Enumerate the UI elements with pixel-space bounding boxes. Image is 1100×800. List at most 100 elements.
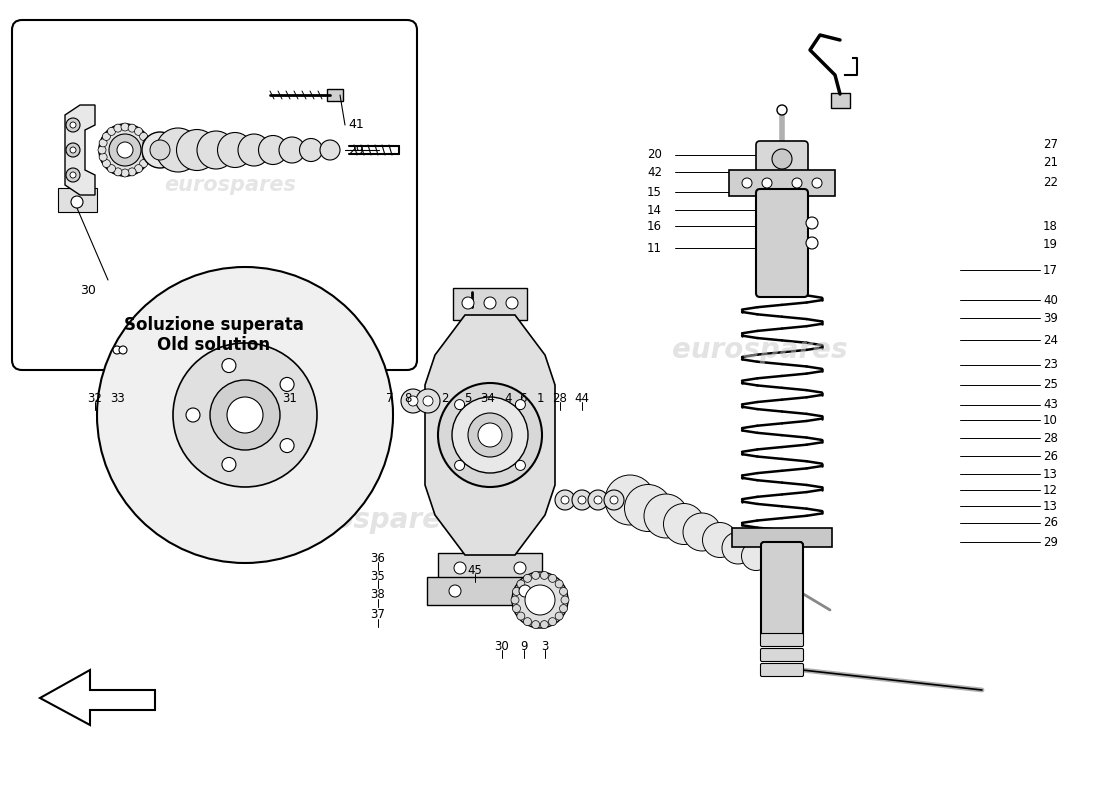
Circle shape — [561, 596, 569, 604]
Circle shape — [454, 562, 466, 574]
FancyBboxPatch shape — [427, 577, 553, 605]
Circle shape — [512, 572, 568, 628]
Circle shape — [140, 159, 147, 167]
Text: 10: 10 — [1043, 414, 1058, 426]
Circle shape — [560, 605, 568, 613]
Circle shape — [173, 343, 317, 487]
Text: 24: 24 — [1043, 334, 1058, 346]
Text: 14: 14 — [647, 203, 662, 217]
Text: 5: 5 — [464, 391, 472, 405]
Circle shape — [66, 168, 80, 182]
Text: 29: 29 — [1043, 535, 1058, 549]
Circle shape — [556, 612, 563, 620]
Circle shape — [102, 159, 110, 167]
Circle shape — [134, 127, 143, 135]
Circle shape — [114, 124, 122, 132]
Text: 35: 35 — [371, 570, 385, 582]
Text: 26: 26 — [1043, 450, 1058, 462]
Circle shape — [531, 571, 540, 579]
Text: 31: 31 — [283, 391, 297, 405]
Circle shape — [663, 503, 704, 545]
Circle shape — [556, 580, 563, 588]
Circle shape — [449, 585, 461, 597]
Circle shape — [806, 237, 818, 249]
Circle shape — [176, 130, 218, 170]
Circle shape — [238, 134, 270, 166]
Circle shape — [517, 580, 525, 588]
Circle shape — [513, 605, 520, 613]
Circle shape — [121, 169, 129, 177]
Text: 30: 30 — [80, 283, 96, 297]
Circle shape — [108, 165, 115, 173]
Text: Soluzione superata: Soluzione superata — [124, 316, 304, 334]
FancyBboxPatch shape — [830, 93, 849, 107]
Circle shape — [143, 139, 151, 147]
Circle shape — [519, 585, 531, 597]
Circle shape — [218, 133, 253, 167]
Circle shape — [742, 178, 752, 188]
Text: 32: 32 — [88, 391, 102, 405]
Text: 45: 45 — [468, 563, 483, 577]
Text: 34: 34 — [481, 391, 495, 405]
Circle shape — [610, 496, 618, 504]
Text: 44: 44 — [574, 391, 590, 405]
Text: 28: 28 — [1043, 431, 1058, 445]
Circle shape — [99, 139, 107, 147]
Text: eurospares: eurospares — [164, 175, 296, 195]
Circle shape — [722, 532, 754, 564]
Text: 16: 16 — [647, 219, 662, 233]
FancyBboxPatch shape — [760, 663, 803, 677]
Text: 29: 29 — [348, 143, 364, 157]
Text: 1: 1 — [537, 391, 543, 405]
Circle shape — [416, 389, 440, 413]
Circle shape — [113, 346, 121, 354]
Circle shape — [408, 396, 418, 406]
Text: eurospares: eurospares — [283, 506, 458, 534]
Polygon shape — [40, 670, 155, 725]
Circle shape — [468, 413, 512, 457]
Circle shape — [452, 397, 528, 473]
Text: 39: 39 — [1043, 311, 1058, 325]
Circle shape — [70, 147, 76, 153]
FancyBboxPatch shape — [732, 528, 832, 547]
Circle shape — [462, 297, 474, 309]
Circle shape — [484, 297, 496, 309]
Text: 17: 17 — [1043, 263, 1058, 277]
Circle shape — [150, 140, 170, 160]
Circle shape — [117, 142, 133, 158]
Circle shape — [531, 621, 540, 629]
Circle shape — [114, 168, 122, 176]
Circle shape — [279, 137, 305, 163]
Text: 13: 13 — [1043, 499, 1058, 513]
Text: 23: 23 — [1043, 358, 1058, 371]
Text: 25: 25 — [1043, 378, 1058, 391]
FancyBboxPatch shape — [760, 634, 803, 646]
Circle shape — [605, 475, 654, 525]
Circle shape — [761, 551, 786, 577]
Circle shape — [506, 297, 518, 309]
Text: 33: 33 — [111, 391, 125, 405]
FancyBboxPatch shape — [12, 20, 417, 370]
FancyBboxPatch shape — [760, 649, 803, 662]
Circle shape — [561, 496, 569, 504]
Circle shape — [109, 134, 141, 166]
Polygon shape — [65, 105, 95, 195]
Circle shape — [320, 140, 340, 160]
Circle shape — [512, 596, 519, 604]
Circle shape — [227, 397, 263, 433]
Circle shape — [70, 172, 76, 178]
Text: 12: 12 — [1043, 483, 1058, 497]
Circle shape — [588, 490, 608, 510]
Circle shape — [102, 133, 110, 141]
Circle shape — [402, 389, 425, 413]
Circle shape — [644, 494, 688, 538]
Circle shape — [524, 618, 531, 626]
Circle shape — [540, 621, 548, 629]
Text: 6: 6 — [519, 391, 527, 405]
Circle shape — [119, 346, 126, 354]
Text: 38: 38 — [371, 589, 385, 602]
Circle shape — [134, 165, 143, 173]
Circle shape — [156, 128, 200, 172]
Text: 13: 13 — [1043, 467, 1058, 481]
Circle shape — [128, 168, 136, 176]
